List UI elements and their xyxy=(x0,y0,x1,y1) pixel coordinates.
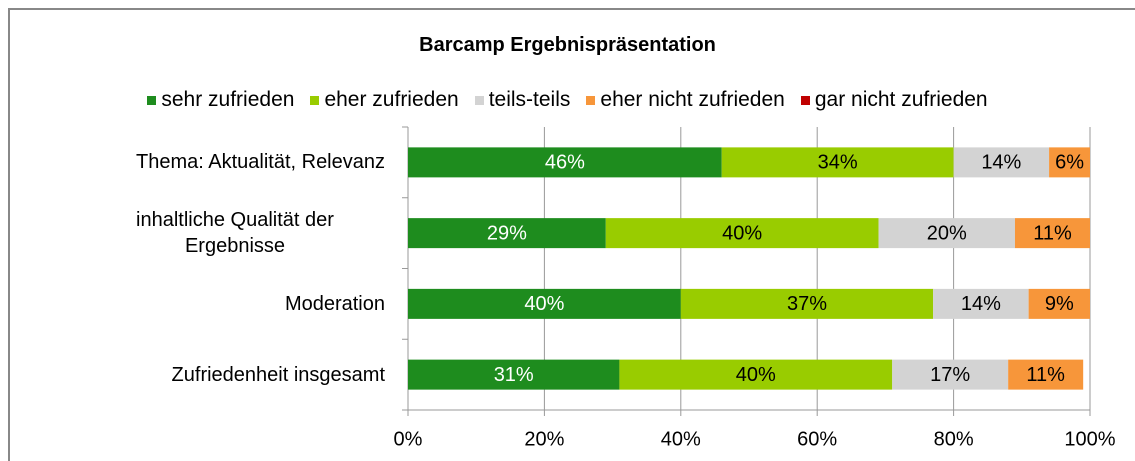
bar-segment xyxy=(933,288,1029,319)
legend-item: sehr zufrieden xyxy=(147,88,294,112)
data-label: 20% xyxy=(927,222,967,244)
bar-segment xyxy=(1028,288,1090,319)
bar-segment xyxy=(892,359,1009,390)
data-label: 14% xyxy=(961,293,1001,315)
bar-segment xyxy=(408,359,620,390)
chart-title: Barcamp Ergebnispräsentation xyxy=(419,34,716,56)
data-label: 46% xyxy=(545,152,585,174)
bar-segment xyxy=(619,359,893,390)
data-label: 29% xyxy=(487,222,527,244)
data-label: 40% xyxy=(722,222,762,244)
data-label: 6% xyxy=(1055,152,1084,174)
legend-label: eher zufrieden xyxy=(324,88,459,111)
bar-segment xyxy=(680,288,934,319)
legend-label: sehr zufrieden xyxy=(161,88,295,111)
data-label: 11% xyxy=(1033,222,1072,244)
legend-label: teils-teils xyxy=(488,88,571,111)
bar-segment xyxy=(878,218,1015,249)
category-label: inhaltliche Qualität der Ergebnisse xyxy=(45,198,385,268)
bar-segment xyxy=(408,147,722,178)
legend-item: eher zufrieden xyxy=(310,88,459,112)
bar-segment xyxy=(1049,147,1090,178)
legend-item: teils-teils xyxy=(474,88,571,112)
x-tick-label: 60% xyxy=(797,428,837,450)
data-label: 14% xyxy=(981,152,1021,174)
bar-segment xyxy=(1014,218,1090,249)
bar-segment xyxy=(408,218,606,249)
bar-segment xyxy=(1008,359,1084,390)
data-label: 37% xyxy=(787,293,827,315)
legend-item: gar nicht zufrieden xyxy=(800,88,988,112)
legend-swatch xyxy=(586,95,596,105)
x-tick-label: 0% xyxy=(394,428,423,450)
legend-item: eher nicht zufrieden xyxy=(586,88,785,112)
category-label: Thema: Aktualität, Relevanz xyxy=(45,127,385,197)
legend-swatch xyxy=(147,95,157,105)
x-tick-label: 20% xyxy=(524,428,564,450)
category-text: Thema: Aktualität, Relevanz xyxy=(135,151,385,174)
data-label: 34% xyxy=(818,152,858,174)
legend-label: gar nicht zufrieden xyxy=(814,88,988,111)
category-label: Moderation xyxy=(45,269,385,339)
bar-segment xyxy=(605,218,879,249)
data-label: 9% xyxy=(1045,293,1074,315)
category-label: Zufriedenheit insgesamt xyxy=(45,340,385,410)
x-tick-label: 100% xyxy=(1064,428,1115,450)
category-text: inhaltliche Qualität der Ergebnisse xyxy=(136,209,334,258)
data-label: 17% xyxy=(930,364,970,386)
category-text: Zufriedenheit insgesamt xyxy=(171,363,385,386)
bar-segment xyxy=(721,147,954,178)
legend: sehr zufrieden eher zufrieden teils-teils e… xyxy=(0,88,1135,112)
data-label: 11% xyxy=(1026,364,1065,386)
frame xyxy=(8,8,1135,461)
legend-swatch xyxy=(310,95,320,105)
legend-label: eher nicht zufrieden xyxy=(600,88,785,111)
category-text: Moderation xyxy=(284,292,385,315)
data-label: 31% xyxy=(494,364,534,386)
x-tick-label: 40% xyxy=(661,428,701,450)
x-tick-label: 80% xyxy=(934,428,974,450)
data-label: 40% xyxy=(524,293,564,315)
bar-segment xyxy=(953,147,1050,178)
bar-segment xyxy=(408,288,681,319)
data-label: 40% xyxy=(736,364,776,386)
legend-swatch xyxy=(800,95,810,105)
legend-swatch xyxy=(474,95,484,105)
